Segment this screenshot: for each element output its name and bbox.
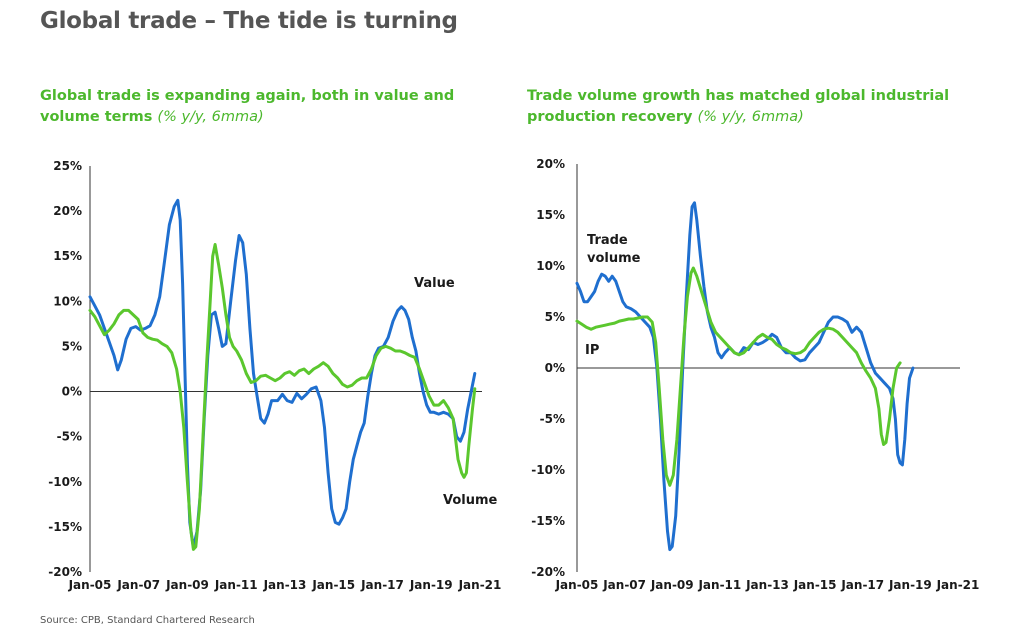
right-chart-unit: (% y/y, 6mma) <box>697 109 804 125</box>
x-tick-label: Jan-05 <box>68 578 112 592</box>
x-tick-label: Jan-19 <box>888 578 932 592</box>
y-tick-label: 20% <box>536 157 565 171</box>
y-tick-label: 10% <box>53 294 82 308</box>
y-tick-label: 0% <box>62 385 82 399</box>
right-chart-subtitle-text: Trade volume growth has matched global i… <box>527 88 950 125</box>
y-tick-label: -10% <box>48 475 82 489</box>
y-tick-label: 10% <box>536 259 565 273</box>
x-tick-label: Jan-13 <box>745 578 789 592</box>
right-chart-subtitle: Trade volume growth has matched global i… <box>527 86 967 128</box>
y-tick-label: -20% <box>531 565 565 579</box>
x-tick-label: Jan-19 <box>409 578 453 592</box>
source-note: Source: CPB, Standard Chartered Research <box>40 615 255 626</box>
series-annotation: Volume <box>443 493 498 508</box>
y-tick-label: 15% <box>53 249 82 263</box>
y-tick-label: -15% <box>531 514 565 528</box>
x-tick-label: Jan-13 <box>263 578 307 592</box>
y-tick-label: -5% <box>540 412 565 426</box>
page-title: Global trade – The tide is turning <box>40 8 458 34</box>
x-tick-label: Jan-05 <box>555 578 599 592</box>
left-chart-unit: (% y/y, 6mma) <box>157 109 264 125</box>
series-annotation: IP <box>585 343 599 358</box>
y-tick-label: 5% <box>545 310 565 324</box>
y-tick-label: 20% <box>53 204 82 218</box>
series-line-green <box>575 266 902 487</box>
x-tick-label: Jan-17 <box>840 578 884 592</box>
series-annotation: Trade volume <box>587 233 641 266</box>
x-tick-label: Jan-21 <box>458 578 502 592</box>
x-tick-label: Jan-21 <box>936 578 980 592</box>
left-chart-subtitle: Global trade is expanding again, both in… <box>40 86 480 128</box>
x-tick-label: Jan-15 <box>793 578 837 592</box>
x-tick-label: Jan-11 <box>214 578 258 592</box>
x-tick-label: Jan-07 <box>116 578 160 592</box>
left-chart-subtitle-text: Global trade is expanding again, both in… <box>40 88 455 125</box>
y-tick-label: -5% <box>57 430 82 444</box>
y-tick-label: -20% <box>48 565 82 579</box>
y-tick-label: 5% <box>62 339 82 353</box>
x-tick-label: Jan-09 <box>650 578 694 592</box>
y-tick-label: 0% <box>545 361 565 375</box>
y-tick-label: -15% <box>48 520 82 534</box>
series-line-green <box>88 243 477 551</box>
x-tick-label: Jan-17 <box>360 578 404 592</box>
y-tick-label: 25% <box>53 159 82 173</box>
right-chart: 20% 15% 10% 5% 0% -5% -10% -15% -20%Jan-05 Jan-07… <box>531 157 980 592</box>
x-tick-label: Jan-07 <box>602 578 646 592</box>
left-chart: 25% 20% 15% 10% 5% 0% -5% -10% -15% -20%Jan-05 Jan… <box>48 159 502 592</box>
series-line-blue <box>88 198 477 550</box>
y-tick-label: 15% <box>536 208 565 222</box>
x-tick-label: Jan-09 <box>165 578 209 592</box>
series-annotation: Value <box>414 276 455 291</box>
y-tick-label: -10% <box>531 463 565 477</box>
x-tick-label: Jan-15 <box>311 578 355 592</box>
x-tick-label: Jan-11 <box>697 578 741 592</box>
